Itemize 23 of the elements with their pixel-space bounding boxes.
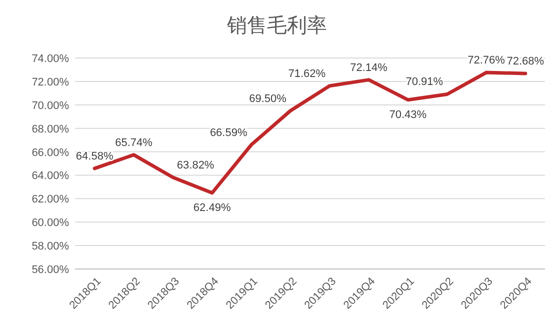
data-label: 64.58% — [76, 150, 114, 162]
data-label: 62.49% — [193, 202, 231, 214]
data-label: 66.59% — [210, 126, 248, 139]
data-label: 70.91% — [406, 76, 444, 88]
y-tick-label: 70.00% — [32, 100, 70, 112]
title: 销售毛利率 — [227, 15, 327, 37]
data-label: 63.82% — [176, 159, 214, 172]
y-tick-label: 56.00% — [32, 264, 70, 276]
data-label: 72.68% — [506, 55, 544, 68]
data-label: 69.50% — [249, 92, 287, 105]
data-label: 72.76% — [468, 54, 506, 67]
data-label: 65.74% — [115, 136, 153, 149]
data-label: 70.43% — [389, 108, 427, 121]
y-tick-label: 60.00% — [32, 217, 70, 230]
y-tick-label: 72.00% — [32, 76, 70, 88]
y-tick-label: 66.00% — [32, 146, 70, 159]
y-tick-label: 74.00% — [32, 53, 70, 65]
y-tick-label: 68.00% — [32, 123, 70, 136]
y-tick-label: 58.00% — [32, 240, 70, 253]
y-tick-label: 62.00% — [32, 194, 70, 206]
data-label: 72.14% — [350, 62, 388, 74]
y-tick-label: 64.00% — [32, 170, 70, 182]
data-label: 71.62% — [288, 68, 326, 80]
